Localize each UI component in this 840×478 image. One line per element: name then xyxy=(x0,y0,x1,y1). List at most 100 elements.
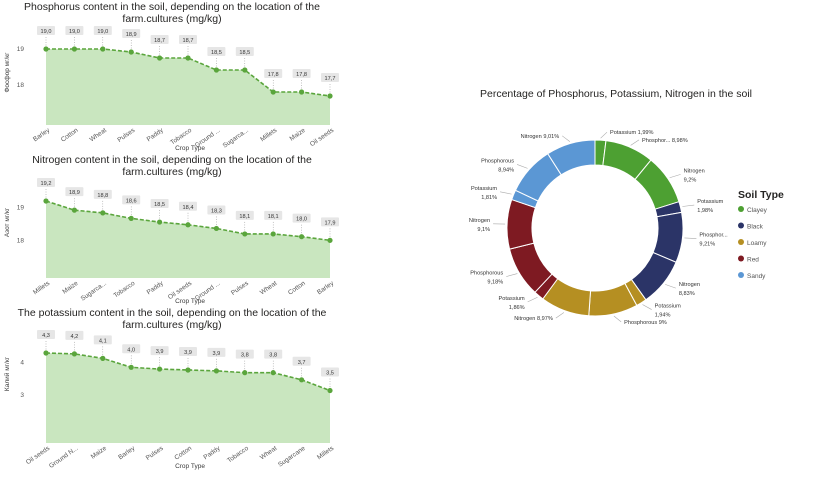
data-label: 3,8 xyxy=(241,353,249,359)
slice-leader xyxy=(506,274,517,277)
donut-slice xyxy=(507,200,535,250)
x-tick-label: Wheat xyxy=(259,280,279,297)
data-point xyxy=(43,46,48,51)
data-point xyxy=(271,231,276,236)
data-label: 19,0 xyxy=(97,29,108,35)
x-tick-label: Tobacco xyxy=(112,280,136,300)
slice-label: Phosphorous 9% xyxy=(624,320,667,326)
data-point xyxy=(214,67,219,72)
data-point xyxy=(157,219,162,224)
x-tick-label: Paddy xyxy=(146,279,166,296)
data-point xyxy=(100,46,105,51)
data-point xyxy=(327,93,332,98)
data-label: 18,1 xyxy=(268,214,279,220)
x-tick-label: Wheat xyxy=(259,445,279,462)
data-point xyxy=(242,370,247,375)
slice-leader xyxy=(670,174,681,177)
data-point xyxy=(72,351,77,356)
potassium-chart-panel: The potassium content in the soil, depen… xyxy=(0,306,345,473)
x-tick-label: Millets xyxy=(259,126,279,143)
x-tick-label: Barley xyxy=(117,444,137,461)
x-tick-label: Millets xyxy=(316,444,336,461)
x-tick-label: Wheat xyxy=(89,127,109,144)
slice-leader xyxy=(562,136,570,142)
data-label: 4,0 xyxy=(127,347,135,353)
data-label: 17,8 xyxy=(268,72,279,78)
data-point xyxy=(271,89,276,94)
chart-title: Nitrogen content in the soil, depending … xyxy=(32,154,312,166)
slice-label-value: 1,86% xyxy=(509,305,525,311)
data-point xyxy=(327,388,332,393)
data-label: 18,3 xyxy=(211,208,222,214)
data-label: 18,4 xyxy=(183,205,194,211)
chart-title: Phosphorus content in the soil, dependin… xyxy=(24,1,320,13)
slice-leader xyxy=(684,238,696,239)
slice-label-value: 1,94% xyxy=(655,313,671,319)
x-tick-label: Millets xyxy=(32,279,52,296)
x-tick-label: Oil seeds xyxy=(309,126,336,148)
y-axis-label: Азот мг/кг xyxy=(4,207,11,237)
donut-title: Percentage of Phosphorus, Potassium, Nit… xyxy=(480,88,752,100)
data-label: 18,5 xyxy=(239,50,250,56)
slice-leader xyxy=(665,284,676,288)
slice-label-value: 1,98% xyxy=(697,208,713,214)
chart-title: The potassium content in the soil, depen… xyxy=(18,307,327,319)
legend-swatch xyxy=(738,206,744,212)
x-tick-label: Cotton xyxy=(287,280,307,297)
x-axis-label: Crop Type xyxy=(175,298,205,305)
slice-label: Potassium xyxy=(655,304,681,310)
data-point xyxy=(214,368,219,373)
data-label: 3,5 xyxy=(326,371,334,377)
data-point xyxy=(72,46,77,51)
slice-label: Potassium 1,99% xyxy=(610,130,654,136)
data-point xyxy=(43,198,48,203)
x-tick-label: Paddy xyxy=(146,126,166,143)
slice-label-value: 8,83% xyxy=(679,291,695,297)
y-axis-label: Фосфор мг/кг xyxy=(4,52,11,93)
slice-leader xyxy=(517,164,527,168)
data-label: 3,9 xyxy=(184,350,192,356)
data-label: 3,7 xyxy=(298,360,306,366)
data-label: 18,7 xyxy=(154,38,165,44)
data-label: 18,6 xyxy=(126,198,137,204)
data-point xyxy=(129,216,134,221)
data-point xyxy=(185,222,190,227)
slice-label: Potassium xyxy=(471,186,497,192)
x-axis-label: Crop Type xyxy=(175,463,205,470)
x-tick-label: Maize xyxy=(289,127,308,143)
data-label: 17,7 xyxy=(325,76,336,82)
x-tick-label: Paddy xyxy=(202,444,222,461)
legend-swatch xyxy=(738,223,744,229)
slice-label-value: 1,81% xyxy=(481,195,497,201)
legend-swatch xyxy=(738,272,744,278)
data-point xyxy=(185,367,190,372)
data-label: 3,8 xyxy=(269,353,277,359)
data-label: 18,9 xyxy=(69,190,80,196)
slice-label-value: 9,21% xyxy=(699,242,715,248)
slice-label: Potassium xyxy=(499,296,525,302)
slice-leader xyxy=(500,192,512,194)
donut-chart-panel: Percentage of Phosphorus, Potassium, Nit… xyxy=(430,70,840,370)
slice-leader xyxy=(614,316,621,322)
data-label: 4,1 xyxy=(99,338,107,344)
x-tick-label: Sugarca... xyxy=(222,127,250,150)
legend-swatch xyxy=(738,239,744,245)
y-tick-label: 18 xyxy=(17,82,25,89)
legend-label: Red xyxy=(747,257,759,264)
x-tick-label: Tobacco xyxy=(226,445,250,465)
data-label: 18,5 xyxy=(154,202,165,208)
slice-label: Nitrogen xyxy=(469,218,490,224)
legend-label: Sandy xyxy=(747,273,766,280)
x-tick-label: Maize xyxy=(61,280,80,296)
y-tick-label: 19 xyxy=(17,205,25,212)
data-label: 4,3 xyxy=(42,333,50,339)
x-tick-label: Ground N... xyxy=(48,445,80,470)
area-fill xyxy=(46,353,330,443)
y-tick-label: 3 xyxy=(20,392,24,399)
x-tick-label: Barley xyxy=(316,279,336,296)
slice-label: Phosphorous xyxy=(470,271,503,277)
data-label: 19,0 xyxy=(41,29,52,35)
x-tick-label: Barley xyxy=(32,126,52,143)
slice-label: Phosphor... 8,98% xyxy=(642,138,688,144)
data-point xyxy=(271,370,276,375)
